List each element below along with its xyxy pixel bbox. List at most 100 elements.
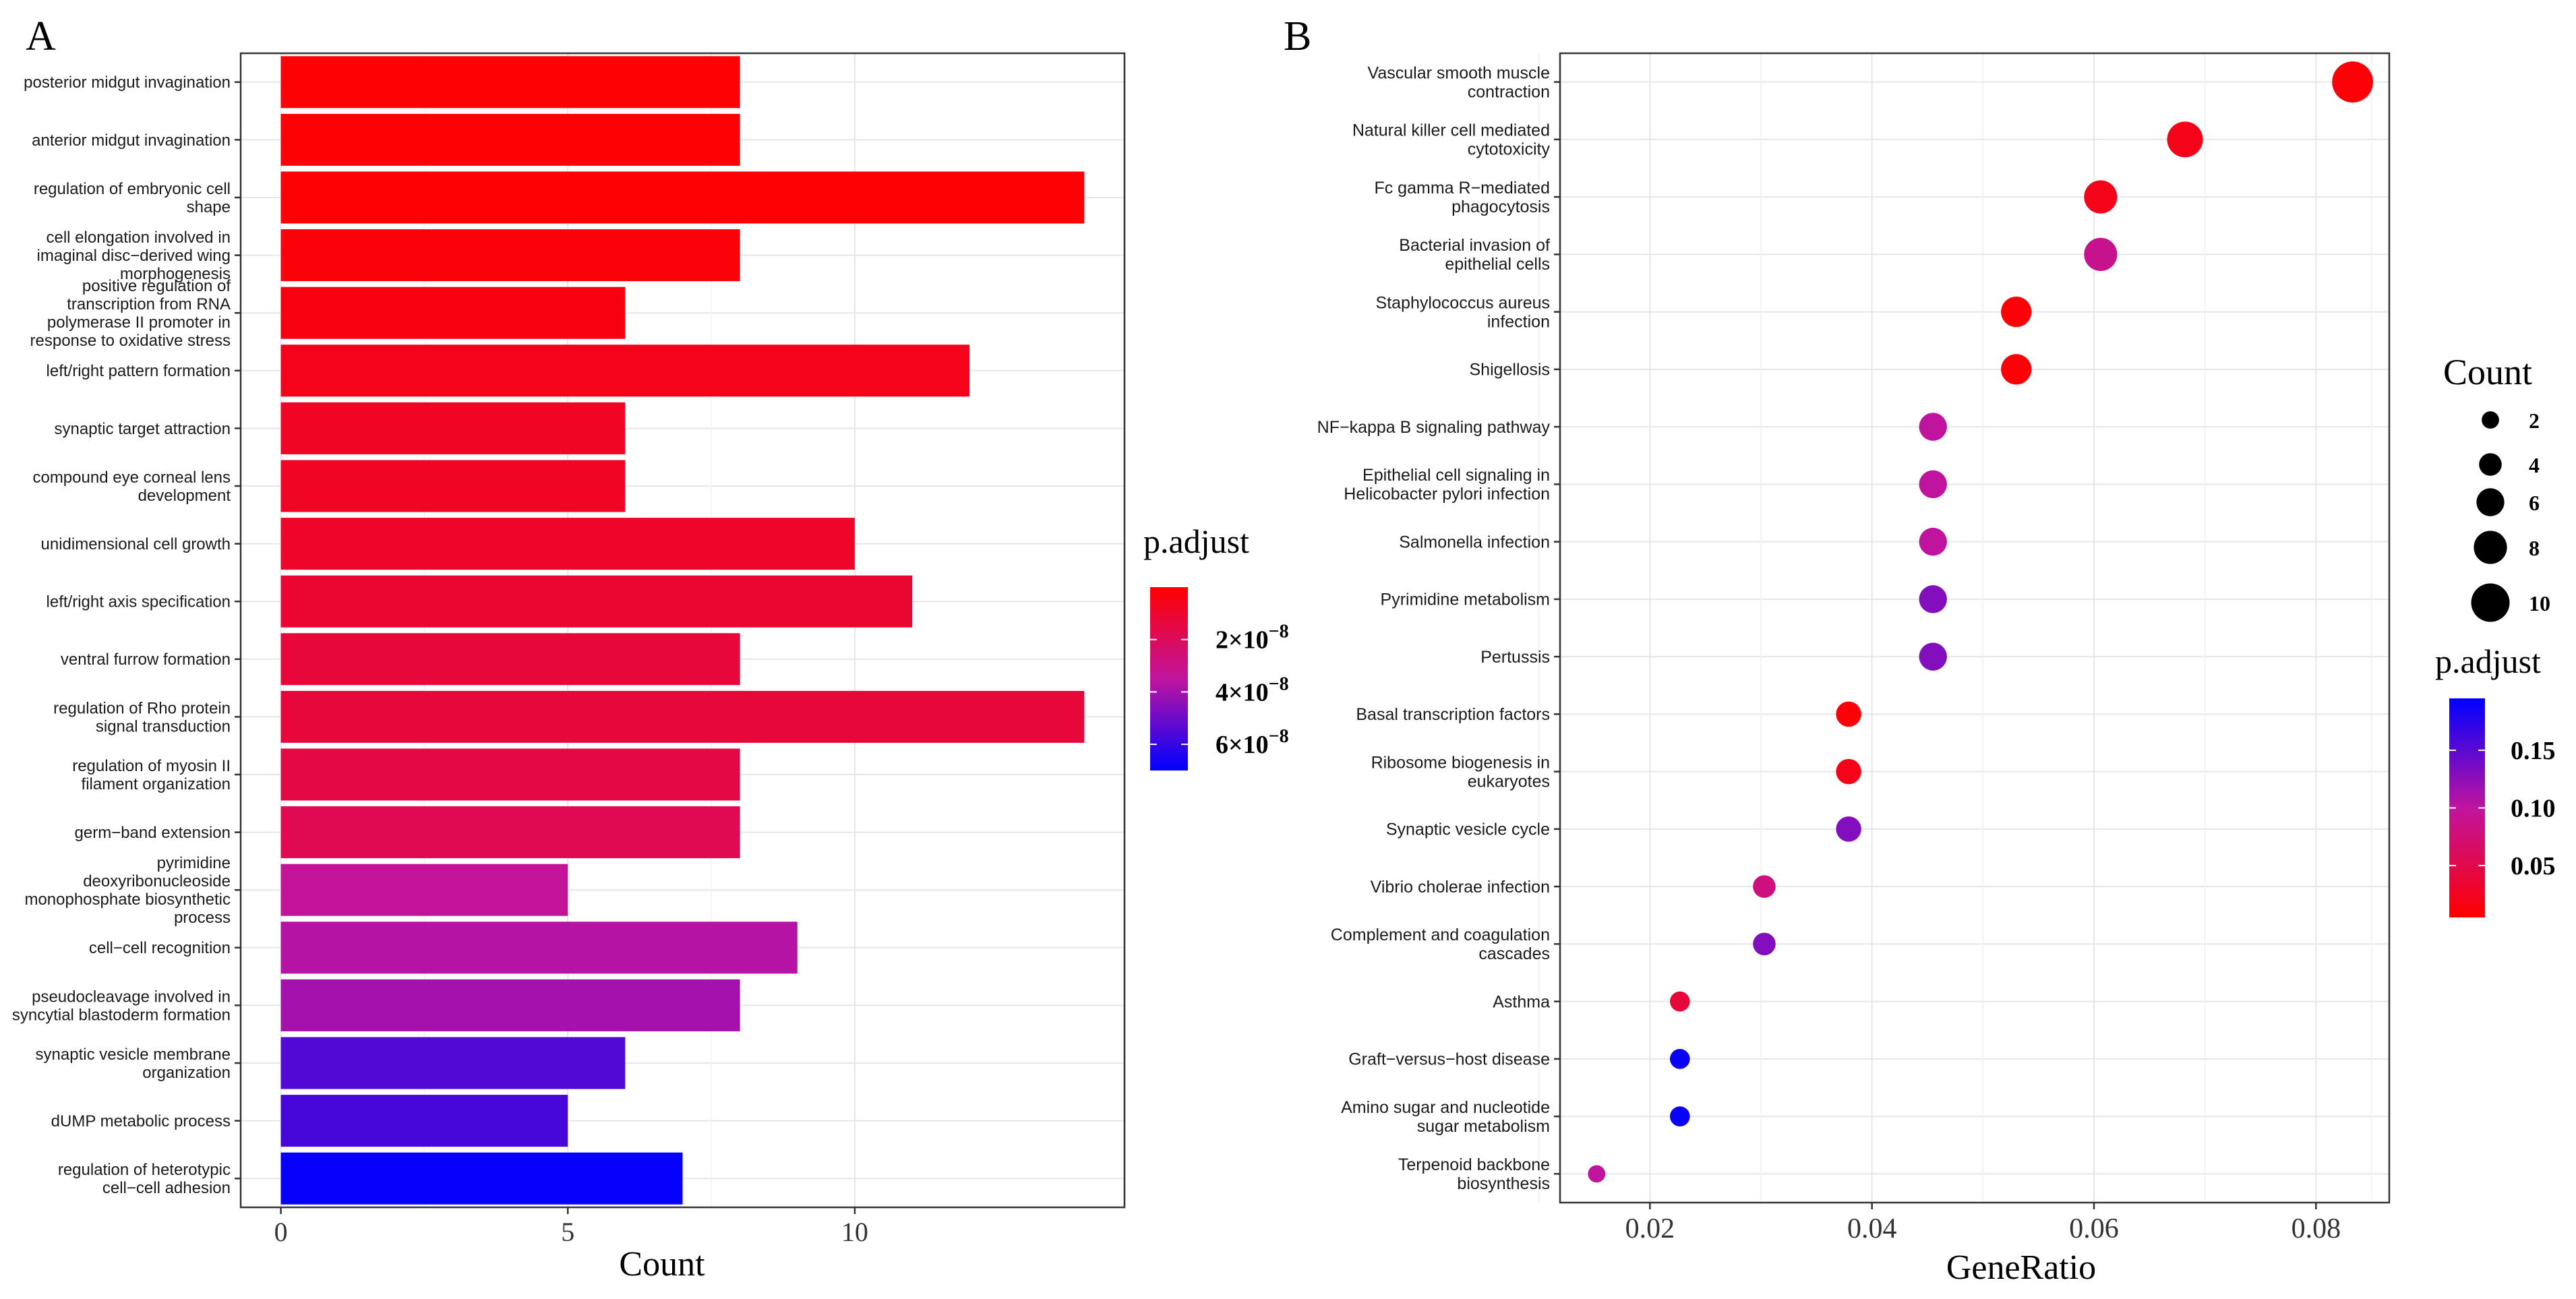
legend-colorbar-a: [1150, 587, 1188, 771]
y-tick-label: synaptic vesicle membrane: [36, 1046, 231, 1064]
bar: [280, 1095, 568, 1147]
x-ticks-a: 0 5 10: [274, 1207, 868, 1247]
x-axis-title-a: Count: [619, 1245, 705, 1283]
bar: [280, 460, 626, 512]
bar: [280, 748, 740, 801]
dot: [1669, 1049, 1690, 1069]
legend-p-adjust-b: p.adjust 0.05 0.10 0.15: [2435, 642, 2556, 917]
y-tick-label: Pertussis: [1480, 648, 1550, 667]
y-tick-label: synaptic target attraction: [55, 420, 231, 438]
y-tick-label: process: [174, 909, 231, 927]
y-tick-label: syncytial blastoderm formation: [12, 1006, 231, 1024]
y-tick-label: left/right axis specification: [47, 593, 231, 611]
y-tick-label: Staphylococcus aureus: [1376, 293, 1550, 312]
y-tick-label: organization: [142, 1064, 231, 1082]
y-tick-label: cell−cell adhesion: [102, 1179, 231, 1197]
bar: [280, 171, 1085, 224]
size-legend-label: 4: [2529, 453, 2540, 477]
dot: [2084, 237, 2118, 271]
y-labels-a: posterior midgut invagination anterior mi…: [12, 73, 241, 1197]
y-tick-label: unidimensional cell growth: [41, 535, 231, 553]
y-tick-label: phagocytosis: [1451, 198, 1550, 216]
dot: [1753, 875, 1776, 898]
grid-b: [1538, 53, 2389, 1203]
legend-title-a: p.adjust: [1143, 522, 1249, 560]
y-tick-label: Asthma: [1493, 992, 1550, 1011]
dot: [2332, 61, 2374, 103]
y-tick-label: cell elongation involved in: [46, 229, 231, 247]
legend-tick-label: 0.05: [2511, 852, 2556, 880]
y-tick-label: cascades: [1478, 944, 1550, 963]
legend-tick-label: 2×10−8: [1216, 622, 1289, 655]
y-tick-label: morphogenesis: [120, 265, 231, 283]
dot: [1588, 1165, 1606, 1183]
legend-tick-label: 6×10−8: [1216, 726, 1289, 759]
y-tick-label: Salmonella infection: [1399, 533, 1550, 551]
bar: [280, 56, 740, 109]
color-legend-title-b: p.adjust: [2435, 642, 2541, 680]
y-tick-label: Pyrimidine metabolism: [1381, 591, 1550, 609]
y-tick-label: shape: [187, 198, 231, 216]
y-tick-label: NF−kappa B signaling pathway: [1317, 418, 1551, 437]
y-tick-label: Graft−versus−host disease: [1348, 1050, 1550, 1069]
x-ticks-b: 0.02 0.04 0.06 0.08: [1625, 1203, 2341, 1244]
y-tick-label: polymerase II promoter in: [47, 313, 231, 332]
dot: [1753, 932, 1776, 956]
bar: [280, 286, 626, 339]
bar: [280, 113, 740, 166]
size-legend-items: 2 4 6 8 10: [2471, 409, 2550, 622]
y-tick-label: regulation of Rho protein: [53, 699, 231, 717]
size-legend-label: 2: [2529, 409, 2540, 433]
dot: [2001, 354, 2032, 385]
bar: [280, 229, 740, 282]
x-tick-label: 5: [561, 1217, 574, 1247]
y-tick-label: Natural killer cell mediated: [1352, 121, 1550, 140]
legend-tick-label: 0.15: [2511, 737, 2556, 765]
plot-area-a: [241, 53, 1125, 1207]
y-tick-label: Helicobacter pylori infection: [1344, 485, 1550, 504]
y-tick-label: Amino sugar and nucleotide: [1341, 1098, 1550, 1117]
dot: [2084, 180, 2118, 214]
y-tick-label: signal transduction: [96, 717, 231, 735]
dot: [1919, 413, 1947, 441]
y-tick-label: left/right pattern formation: [47, 362, 231, 380]
y-tick-label: filament organization: [82, 775, 231, 793]
bar: [280, 690, 1085, 743]
panel-b-label: B: [1284, 13, 1311, 59]
bar: [280, 979, 740, 1031]
x-tick-label: 0.08: [2292, 1213, 2341, 1244]
bar: [280, 1037, 626, 1089]
bar: [280, 633, 740, 686]
y-tick-label: Shigellosis: [1469, 361, 1550, 380]
y-tick-label: biosynthesis: [1457, 1174, 1550, 1193]
y-tick-label: Epithelial cell signaling in: [1362, 466, 1550, 485]
y-tick-label: Terpenoid backbone: [1398, 1155, 1550, 1174]
plot-area-b: [1560, 53, 2389, 1203]
dot: [1919, 470, 1947, 499]
size-legend-label: 8: [2529, 536, 2540, 560]
bars-a: [280, 56, 1085, 1205]
y-tick-label: ventral furrow formation: [61, 651, 231, 669]
legend-tick-label: 0.10: [2511, 795, 2556, 823]
bar: [280, 344, 970, 397]
dot: [1836, 701, 1861, 727]
y-tick-label: monophosphate biosynthetic: [24, 890, 231, 909]
legend-p-adjust-a: p.adjust 2×10−8 4×10−8 6×10−8: [1143, 522, 1289, 771]
size-legend-dot: [2482, 411, 2499, 429]
y-tick-label: Synaptic vesicle cycle: [1386, 820, 1550, 839]
y-tick-label: response to oxidative stress: [30, 332, 231, 350]
panel-a-label: A: [26, 13, 56, 59]
plot-frame-b: [1559, 52, 2391, 1204]
dot: [2001, 296, 2032, 328]
y-tick-label: Ribosome biogenesis in: [1371, 753, 1550, 772]
size-legend-title: Count: [2443, 352, 2532, 392]
y-tick-label: regulation of myosin II: [72, 757, 231, 775]
dot: [1919, 527, 1947, 556]
y-tick-label: regulation of heterotypic: [58, 1161, 231, 1179]
y-tick-label: Fc gamma R−mediated: [1374, 179, 1550, 198]
dot: [1836, 758, 1861, 785]
y-tick-label: germ−band extension: [75, 824, 231, 842]
